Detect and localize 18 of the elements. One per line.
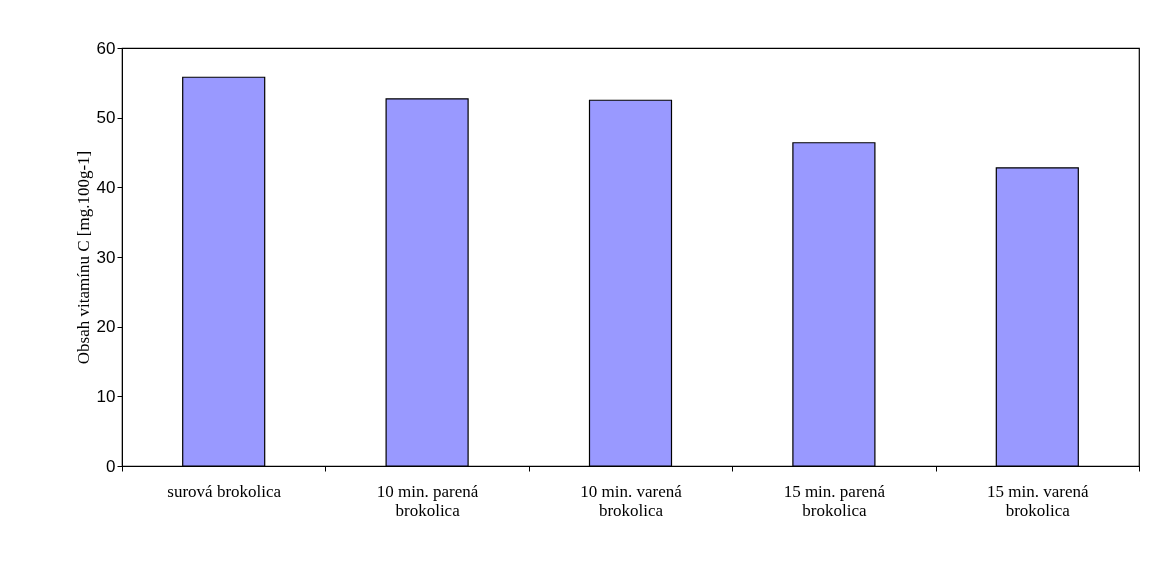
bar	[588, 99, 673, 467]
y-tick-label: 60	[96, 38, 116, 58]
x-tick-label: 15 min. varená brokolica	[987, 481, 1089, 520]
bar	[182, 76, 266, 467]
x-tick-label: surová brokolica	[167, 481, 282, 501]
y-tick-label: 30	[96, 247, 116, 267]
y-tick-label: 50	[96, 108, 116, 128]
x-tick-label: 10 min. varená brokolica	[580, 481, 683, 520]
bar	[385, 98, 469, 467]
y-tick-label: 0	[106, 456, 116, 476]
y-tick-label: 40	[96, 177, 116, 197]
bar	[995, 167, 1079, 467]
y-tick-label: 20	[96, 317, 116, 337]
x-tick-label: 15 min. parená brokolica	[783, 481, 886, 520]
y-tick-label: 10	[96, 386, 116, 406]
x-tick-label: 10 min. parená brokolica	[376, 481, 479, 520]
y-axis-title: Obsah vitamínu C [mg.100g-1]	[73, 150, 93, 365]
bar	[792, 142, 876, 467]
